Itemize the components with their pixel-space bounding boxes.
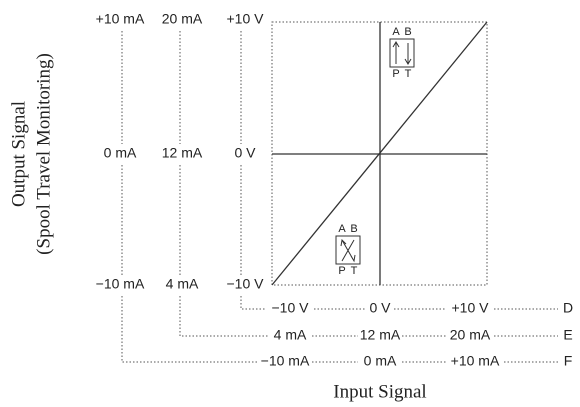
input-label: 20 mA bbox=[450, 327, 491, 343]
port-label: P bbox=[392, 68, 399, 80]
leader-lines bbox=[121, 31, 558, 363]
port-label: T bbox=[351, 265, 358, 277]
valve-symbol: A B P T bbox=[335, 223, 361, 277]
port-label: B bbox=[350, 223, 357, 235]
input-label: 4 mA bbox=[274, 327, 307, 343]
output-label: −10 V bbox=[227, 276, 265, 292]
output-label: 20 mA bbox=[162, 11, 203, 27]
output-label: 12 mA bbox=[162, 145, 203, 161]
valve-symbol: A B P T bbox=[389, 26, 415, 80]
output-label: +10 V bbox=[227, 11, 265, 27]
scale-name: D bbox=[563, 300, 573, 316]
plot-area bbox=[271, 21, 488, 286]
x-axis-title: Input Signal bbox=[333, 381, 426, 402]
output-label: 4 mA bbox=[166, 276, 199, 292]
port-label: A bbox=[338, 223, 346, 235]
y-axis-title: Output Signal bbox=[8, 101, 29, 207]
port-label: T bbox=[405, 68, 412, 80]
input-label: 0 mA bbox=[364, 353, 397, 369]
input-label: −10 V bbox=[272, 300, 310, 316]
input-label: +10 mA bbox=[451, 353, 500, 369]
output-label: 0 V bbox=[234, 145, 256, 161]
input-label: 0 V bbox=[369, 300, 391, 316]
input-label: +10 V bbox=[452, 300, 490, 316]
input-label: 12 mA bbox=[360, 327, 401, 343]
port-label: B bbox=[404, 26, 411, 38]
output-label: −10 mA bbox=[96, 276, 145, 292]
input-label: −10 mA bbox=[261, 353, 310, 369]
y-axis-subtitle: (Spool Travel Monitoring) bbox=[33, 53, 54, 255]
port-label: P bbox=[338, 265, 345, 277]
port-label: A bbox=[392, 26, 400, 38]
output-label: 0 mA bbox=[104, 145, 137, 161]
scale-name: F bbox=[564, 353, 573, 369]
scale-name: E bbox=[563, 327, 572, 343]
output-label: +10 mA bbox=[96, 11, 145, 27]
